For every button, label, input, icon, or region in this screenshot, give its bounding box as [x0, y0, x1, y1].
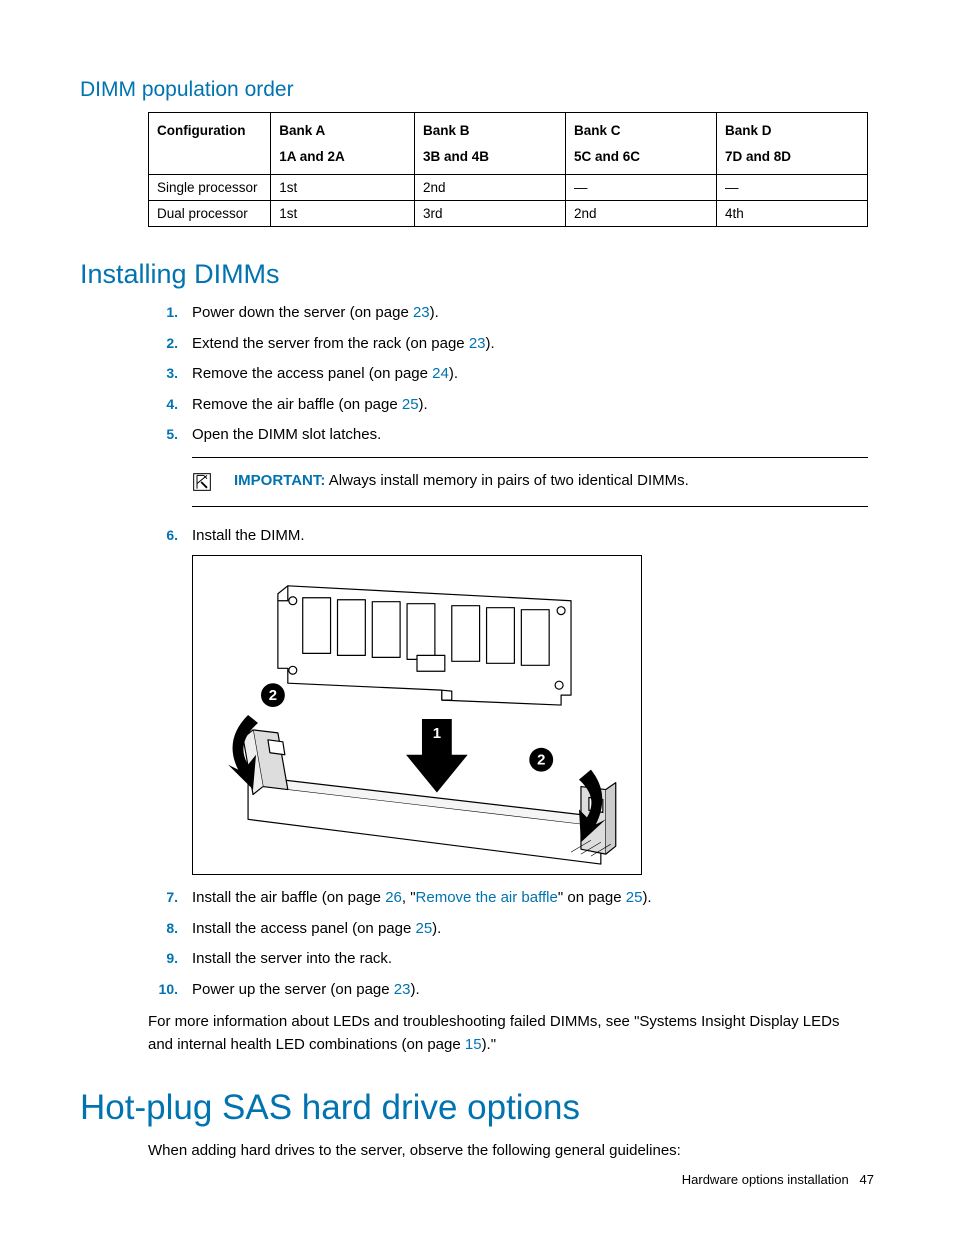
table-row: Single processor 1st 2nd — —	[149, 175, 868, 201]
page-link[interactable]: 25	[402, 396, 419, 413]
step: Install the server into the rack.	[148, 948, 868, 971]
table-row: Dual processor 1st 3rd 2nd 4th	[149, 201, 868, 227]
note-text: IMPORTANT: Always install memory in pair…	[234, 472, 689, 489]
table-header-row: Configuration Bank A 1A and 2A Bank B 3B…	[149, 113, 868, 175]
step: Remove the air baffle (on page 25).	[148, 394, 868, 417]
cell: 4th	[716, 201, 867, 227]
step: Power down the server (on page 23).	[148, 302, 868, 325]
col-bank-c: Bank C 5C and 6C	[566, 113, 717, 175]
page-link[interactable]: 26	[385, 889, 402, 906]
cell: Single processor	[149, 175, 271, 201]
hot-plug-content: When adding hard drives to the server, o…	[148, 1140, 868, 1163]
cell: 1st	[271, 175, 415, 201]
callout-2-right: 2	[537, 753, 545, 769]
page-footer: Hardware options installation 47	[682, 1172, 874, 1187]
step: Remove the access panel (on page 24).	[148, 363, 868, 386]
step: Power up the server (on page 23).	[148, 979, 868, 1002]
footer-page-number: 47	[860, 1172, 874, 1187]
step: Extend the server from the rack (on page…	[148, 333, 868, 356]
important-label: IMPORTANT:	[234, 472, 325, 489]
step-6: Install the DIMM.	[148, 525, 868, 548]
guidelines-intro: When adding hard drives to the server, o…	[148, 1140, 868, 1163]
important-icon	[192, 472, 212, 492]
dimm-population-table: Configuration Bank A 1A and 2A Bank B 3B…	[148, 112, 868, 227]
page-link[interactable]: 15	[465, 1036, 482, 1053]
cell: —	[716, 175, 867, 201]
dimm-install-diagram: 1 2 2	[192, 555, 642, 875]
cell: Dual processor	[149, 201, 271, 227]
step: Open the DIMM slot latches.	[148, 424, 868, 447]
footer-section: Hardware options installation	[682, 1172, 849, 1187]
important-note: IMPORTANT: Always install memory in pair…	[192, 457, 868, 507]
col-bank-b: Bank B 3B and 4B	[415, 113, 566, 175]
cell: —	[566, 175, 717, 201]
step: Install the DIMM.	[148, 525, 868, 548]
heading-hot-plug-sas: Hot-plug SAS hard drive options	[80, 1088, 874, 1128]
installing-dimms-content: Power down the server (on page 23). Exte…	[148, 302, 868, 1056]
cell: 3rd	[415, 201, 566, 227]
steps-7-10: Install the air baffle (on page 26, "Rem…	[148, 887, 868, 1001]
xref-link[interactable]: Remove the air baffle	[416, 889, 558, 906]
page-link[interactable]: 23	[394, 981, 411, 998]
cell: 1st	[271, 201, 415, 227]
col-configuration: Configuration	[149, 113, 271, 175]
callout-2-left: 2	[269, 688, 277, 704]
heading-installing-dimms: Installing DIMMs	[80, 259, 874, 290]
page-link[interactable]: 23	[469, 335, 486, 352]
step: Install the air baffle (on page 26, "Rem…	[148, 887, 868, 910]
cell: 2nd	[415, 175, 566, 201]
heading-dimm-population-order: DIMM population order	[80, 78, 874, 102]
callout-1: 1	[433, 726, 441, 742]
page-link[interactable]: 25	[626, 889, 643, 906]
steps-1-5: Power down the server (on page 23). Exte…	[148, 302, 868, 447]
col-bank-a: Bank A 1A and 2A	[271, 113, 415, 175]
page-link[interactable]: 23	[413, 304, 430, 321]
step: Install the access panel (on page 25).	[148, 918, 868, 941]
page-link[interactable]: 25	[415, 920, 432, 937]
closing-paragraph: For more information about LEDs and trou…	[148, 1011, 868, 1056]
cell: 2nd	[566, 201, 717, 227]
col-bank-d: Bank D 7D and 8D	[716, 113, 867, 175]
page-link[interactable]: 24	[432, 365, 449, 382]
